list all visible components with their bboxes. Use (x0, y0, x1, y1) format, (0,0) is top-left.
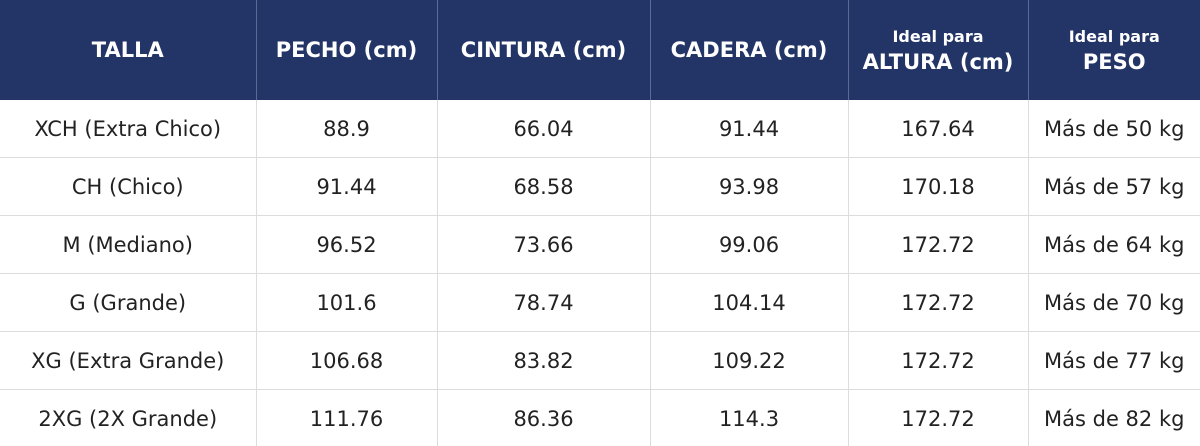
table-cell: 172.72 (848, 215, 1029, 274)
table-row: M (Mediano) 96.52 73.66 99.06 172.72 Más de 6… (0, 215, 1200, 274)
table-cell: XCH (Extra Chico) (0, 100, 257, 158)
table-cell: 96.52 (256, 215, 438, 274)
table-cell: 104.14 (650, 273, 849, 332)
header-title: ALTURA (cm) (862, 49, 1014, 74)
table-cell: 91.44 (650, 100, 849, 158)
table-cell: 172.72 (848, 331, 1029, 390)
header-cell: Ideal para ALTURA (cm) (848, 0, 1029, 100)
table-cell: 172.72 (848, 273, 1029, 332)
table-body: XCH (Extra Chico) 88.9 66.04 91.44 167.64 Más… (0, 100, 1200, 446)
table-cell: Más de 82 kg (1044, 406, 1185, 431)
header-row: TALLA PECHO (cm) CINTURA (cm) CADERA (cm) Id… (0, 0, 1200, 100)
table-cell: Más de 64 kg (1028, 215, 1200, 274)
table-cell: 68.58 (437, 157, 651, 216)
table-cell: 101.6 (256, 273, 438, 332)
table-cell: 73.66 (437, 215, 651, 274)
table-cell: 109.22 (650, 331, 849, 390)
table-cell: CH (Chico) (0, 157, 257, 216)
header-cell: CADERA (cm) (650, 0, 849, 100)
table-row: G (Grande) 101.6 78.74 104.14 172.72 Más de 7… (0, 273, 1200, 332)
header-cell: Ideal para PESO (1028, 0, 1200, 100)
table-cell: 93.98 (650, 157, 849, 216)
table-cell: M (Mediano) (0, 215, 257, 274)
table-cell: 2XG (2X Grande) (0, 389, 257, 446)
table-cell: 172.72 (848, 389, 1029, 446)
table-cell: 170.18 (848, 157, 1029, 216)
header-title: PESO (1082, 49, 1146, 74)
table-row: 2XG (2X Grande) 111.76 86.36 114.3 172.72 Más… (0, 389, 1200, 446)
table-cell: 167.64 (848, 100, 1029, 158)
table-cell: 88.9 (256, 100, 438, 158)
table-cell: 106.68 (256, 331, 438, 390)
table-cell: Más de 57 kg (1028, 157, 1200, 216)
header-cell: TALLA (0, 0, 257, 100)
table-cell: 99.06 (650, 215, 849, 274)
table-cell: 111.76 (256, 389, 438, 446)
table-cell: Más de 50 kg (1028, 100, 1200, 158)
table-cell: Más de 70 kg (1028, 273, 1200, 332)
table-cell: XG (Extra Grande) (0, 331, 257, 390)
table-header: TALLA PECHO (cm) CINTURA (cm) CADERA (cm) Id… (0, 0, 1200, 100)
header-subtitle: Ideal para (1068, 26, 1160, 46)
table-row: XCH (Extra Chico) 88.9 66.04 91.44 167.64 Más… (0, 100, 1200, 158)
header-cell: PECHO (cm) (256, 0, 438, 100)
table-row: CH (Chico) 91.44 68.58 93.98 170.18 Más de 57… (0, 157, 1200, 216)
table-cell: 66.04 (437, 100, 651, 158)
table-row: XG (Extra Grande) 106.68 83.82 109.22 172.72… (0, 331, 1200, 390)
table-cell: Más de 77 kg (1028, 331, 1200, 390)
table-cell: 78.74 (437, 273, 651, 332)
header-subtitle: Ideal para (892, 26, 984, 46)
header-cell: CINTURA (cm) (437, 0, 651, 100)
table-cell: 91.44 (256, 157, 438, 216)
table-cell: G (Grande) (0, 273, 257, 332)
table-cell: 86.36 (437, 389, 651, 446)
table-cell: 83.82 (437, 331, 651, 390)
table-cell: 114.3 (650, 389, 849, 446)
